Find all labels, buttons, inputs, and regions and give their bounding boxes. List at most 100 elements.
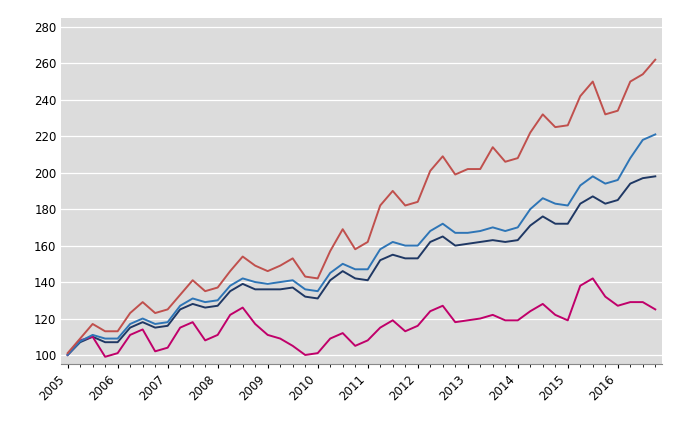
Tjänster xyxy=(213,297,222,303)
Industri xyxy=(314,350,322,356)
Övrigt xyxy=(401,203,409,208)
Privat sektor, varav xyxy=(376,258,385,263)
Privat sektor, varav xyxy=(288,285,297,290)
Industri xyxy=(638,299,647,305)
Industri xyxy=(63,352,72,357)
Övrigt xyxy=(551,124,559,130)
Övrigt xyxy=(226,269,235,274)
Tjänster xyxy=(326,270,334,276)
Övrigt xyxy=(539,112,547,117)
Övrigt xyxy=(89,321,97,327)
Line: Övrigt: Övrigt xyxy=(68,59,655,353)
Privat sektor, varav xyxy=(213,303,222,309)
Privat sektor, varav xyxy=(239,281,247,286)
Tjänster xyxy=(426,228,434,234)
Privat sektor, varav xyxy=(626,181,634,186)
Privat sektor, varav xyxy=(413,256,421,261)
Övrigt xyxy=(76,336,85,341)
Tjänster xyxy=(188,296,196,301)
Privat sektor, varav xyxy=(439,234,447,239)
Tjänster xyxy=(276,279,284,285)
Tjänster xyxy=(589,174,597,179)
Industri xyxy=(351,343,359,349)
Privat sektor, varav xyxy=(426,239,434,245)
Övrigt xyxy=(626,79,634,84)
Industri xyxy=(276,336,284,341)
Privat sektor, varav xyxy=(89,334,97,339)
Privat sektor, varav xyxy=(526,223,534,228)
Privat sektor, varav xyxy=(164,323,172,329)
Privat sektor, varav xyxy=(351,276,359,281)
Industri xyxy=(451,320,460,325)
Privat sektor, varav xyxy=(251,287,259,292)
Industri xyxy=(113,350,121,356)
Övrigt xyxy=(451,172,460,177)
Övrigt xyxy=(301,274,309,279)
Övrigt xyxy=(651,57,659,62)
Privat sektor, varav xyxy=(113,340,121,345)
Industri xyxy=(101,354,109,360)
Övrigt xyxy=(602,112,610,117)
Tjänster xyxy=(501,228,509,234)
Övrigt xyxy=(351,246,359,252)
Privat sektor, varav xyxy=(589,194,597,199)
Industri xyxy=(151,349,159,354)
Tjänster xyxy=(563,203,572,208)
Privat sektor, varav xyxy=(651,174,659,179)
Övrigt xyxy=(326,248,334,254)
Övrigt xyxy=(439,154,447,159)
Tjänster xyxy=(413,243,421,248)
Industri xyxy=(164,345,172,350)
Övrigt xyxy=(164,307,172,312)
Industri xyxy=(338,330,346,336)
Tjänster xyxy=(351,267,359,272)
Industri xyxy=(576,283,584,288)
Tjänster xyxy=(476,228,484,234)
Övrigt xyxy=(364,239,372,245)
Privat sektor, varav xyxy=(276,287,284,292)
Privat sektor, varav xyxy=(151,325,159,330)
Industri xyxy=(176,325,184,330)
Övrigt xyxy=(464,166,472,172)
Industri xyxy=(539,301,547,307)
Industri xyxy=(389,317,397,323)
Tjänster xyxy=(63,352,72,357)
Tjänster xyxy=(451,230,460,235)
Industri xyxy=(476,316,484,321)
Övrigt xyxy=(263,269,271,274)
Industri xyxy=(514,317,522,323)
Industri xyxy=(551,312,559,317)
Övrigt xyxy=(576,94,584,99)
Tjänster xyxy=(389,239,397,245)
Tjänster xyxy=(576,183,584,188)
Tjänster xyxy=(164,320,172,325)
Övrigt xyxy=(63,350,72,356)
Övrigt xyxy=(514,155,522,161)
Tjänster xyxy=(113,336,121,341)
Tjänster xyxy=(614,177,622,182)
Tjänster xyxy=(526,206,534,212)
Övrigt xyxy=(151,310,159,316)
Privat sektor, varav xyxy=(226,289,235,294)
Tjänster xyxy=(301,287,309,292)
Privat sektor, varav xyxy=(614,198,622,203)
Övrigt xyxy=(526,130,534,135)
Tjänster xyxy=(239,276,247,281)
Tjänster xyxy=(439,221,447,226)
Industri xyxy=(251,321,259,327)
Industri xyxy=(501,317,509,323)
Industri xyxy=(188,320,196,325)
Övrigt xyxy=(501,159,509,164)
Industri xyxy=(201,338,209,343)
Övrigt xyxy=(638,71,647,77)
Tjänster xyxy=(201,299,209,305)
Tjänster xyxy=(338,261,346,266)
Privat sektor, varav xyxy=(539,214,547,219)
Industri xyxy=(401,329,409,334)
Line: Industri: Industri xyxy=(68,278,655,357)
Industri xyxy=(426,309,434,314)
Industri xyxy=(376,325,385,330)
Privat sektor, varav xyxy=(63,352,72,357)
Privat sektor, varav xyxy=(76,340,85,345)
Övrigt xyxy=(176,292,184,297)
